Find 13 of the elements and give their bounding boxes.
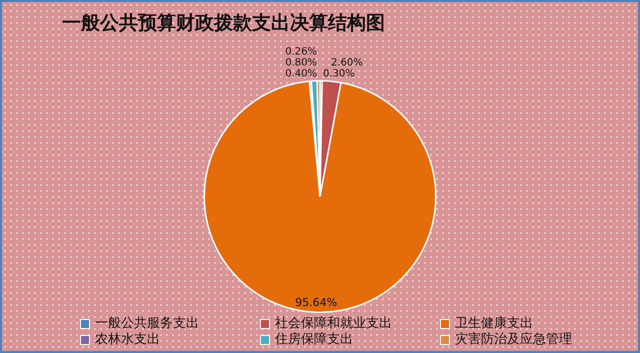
legend-label: 卫生健康支出 xyxy=(455,316,533,332)
data-label: 0.26% xyxy=(285,46,317,58)
legend-label: 农林水支出 xyxy=(95,332,160,348)
data-label: 0.40% xyxy=(285,68,317,80)
data-label: 0.30% xyxy=(323,68,355,80)
legend-label: 住房保障支出 xyxy=(275,332,353,348)
data-label: 0.80% xyxy=(285,57,317,68)
data-label: 95.64% xyxy=(295,296,338,310)
legend-label: 一般公共服务支出 xyxy=(95,316,199,332)
chart-title: 一般公共预算财政拨款支出决算结构图 xyxy=(62,11,385,36)
legend-label: 灾害防治及应急管理 xyxy=(455,332,572,348)
data-label: 2.60% xyxy=(331,57,363,68)
legend-label: 社会保障和就业支出 xyxy=(275,316,392,332)
